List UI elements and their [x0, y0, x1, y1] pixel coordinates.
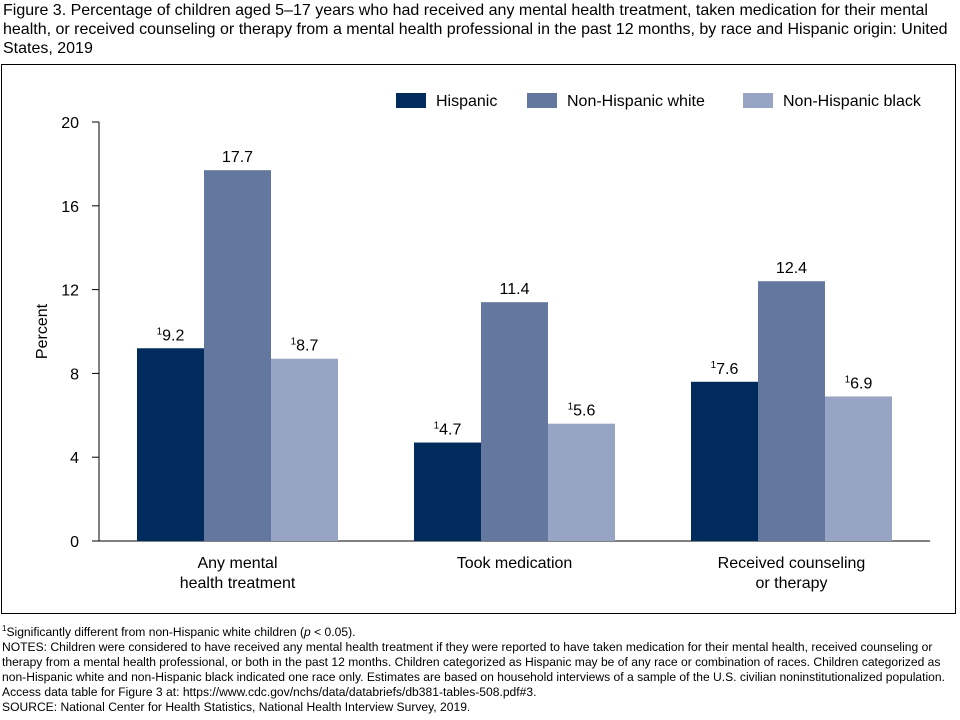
significance-marker: 1 [845, 374, 851, 385]
footnote: 1Significantly different from non-Hispan… [2, 623, 956, 640]
bar [414, 442, 481, 541]
footnote-p: p [304, 625, 311, 639]
bar-value-label: 14.7 [434, 421, 462, 439]
bar-value: 8.7 [296, 338, 318, 355]
footnote-text-a: Significantly different from non-Hispani… [6, 625, 305, 639]
category-label: health treatment [180, 575, 296, 592]
significance-marker: 1 [711, 360, 717, 371]
legend-swatch [396, 93, 426, 108]
significance-marker: 1 [434, 421, 440, 432]
bar [137, 348, 204, 541]
category-label: Took medication [457, 555, 573, 572]
legend-label: Hispanic [436, 93, 497, 110]
y-tick-label: 4 [70, 450, 79, 467]
bar-value-label: 12.4 [776, 260, 807, 277]
category-label: Received counseling [718, 555, 866, 572]
significance-marker: 1 [291, 337, 297, 348]
bar [271, 358, 338, 541]
significance-marker: 1 [568, 402, 574, 413]
bar [691, 381, 758, 541]
legend-swatch [527, 93, 557, 108]
bar-value: 9.2 [162, 327, 184, 344]
notes-text: NOTES: Children were considered to have … [2, 640, 945, 699]
bar [758, 281, 825, 541]
bar-value: 7.6 [716, 361, 738, 378]
bar-value-label: 17.6 [711, 360, 739, 378]
bar [481, 302, 548, 541]
footnote-text-b: < 0.05). [310, 625, 356, 639]
category-label: or therapy [755, 575, 827, 592]
bar-value: 6.9 [850, 375, 872, 392]
bar-value-label: 18.7 [291, 337, 319, 355]
source-text: SOURCE: National Center for Health Stati… [2, 700, 471, 714]
bar-value-label: 16.9 [845, 374, 873, 392]
bar-value-label: 15.6 [568, 402, 596, 420]
bar-value: 4.7 [439, 422, 461, 439]
y-tick-label: 16 [61, 199, 79, 216]
bar [548, 423, 615, 541]
y-tick-label: 20 [61, 115, 79, 132]
y-axis-label: Percent [34, 303, 51, 359]
y-tick-label: 8 [70, 366, 79, 383]
legend-label: Non-Hispanic white [567, 93, 705, 110]
bar-value: 5.6 [573, 403, 595, 420]
footnote-marker: 1 [2, 623, 7, 633]
y-tick-label: 12 [61, 283, 79, 300]
legend-swatch [743, 93, 773, 108]
notes-block: 1Significantly different from non-Hispan… [2, 623, 956, 715]
bar-value-label: 17.7 [222, 149, 253, 166]
bar-value-label: 19.2 [157, 326, 185, 344]
category-label: Any mental [197, 555, 277, 572]
legend-label: Non-Hispanic black [783, 93, 922, 110]
significance-marker: 1 [157, 326, 163, 337]
chart-title: Figure 3. Percentage of children aged 5–… [3, 2, 948, 57]
bar-value-label: 11.4 [500, 281, 530, 298]
bar [204, 170, 271, 541]
y-tick-label: 0 [70, 534, 79, 551]
chart-frame: 0 4 8 12 16 20 Percent 19.2 17.7 18.7 Any mental he… [1, 64, 956, 614]
bar [825, 396, 892, 541]
